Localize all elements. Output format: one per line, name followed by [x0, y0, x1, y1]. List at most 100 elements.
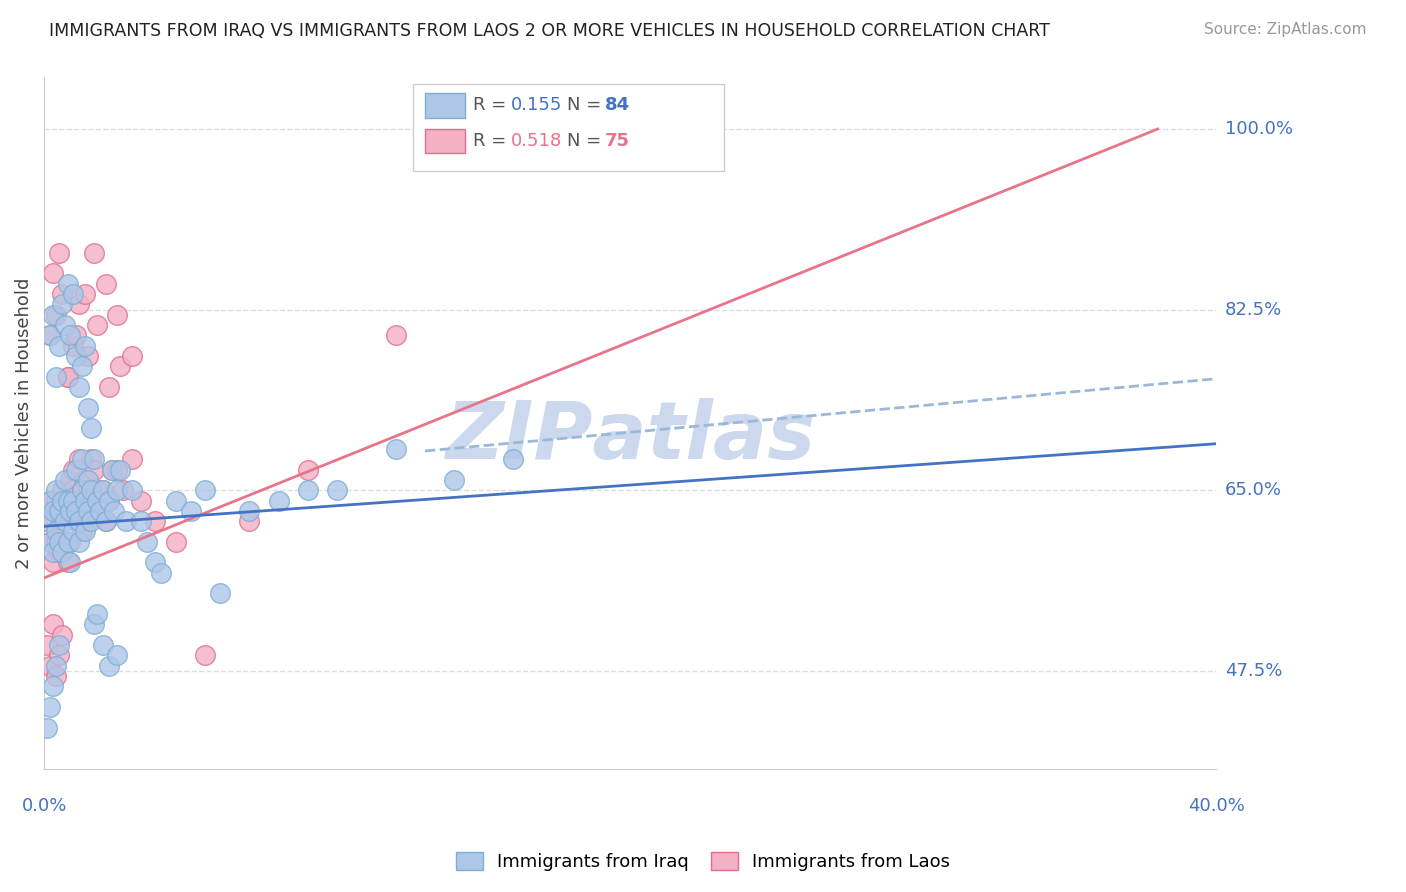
Point	[45, 493, 67, 508]
Point	[53, 318, 76, 332]
Point	[67, 297, 90, 311]
Point	[42, 556, 65, 570]
Point	[51, 545, 73, 559]
Point	[70, 452, 93, 467]
Point	[62, 524, 84, 539]
Point	[77, 514, 100, 528]
Point	[42, 267, 65, 281]
Point	[208, 586, 231, 600]
Point	[91, 638, 114, 652]
Point	[77, 483, 100, 498]
Point	[39, 328, 62, 343]
Legend: Immigrants from Iraq, Immigrants from Laos: Immigrants from Iraq, Immigrants from La…	[449, 846, 957, 879]
Point	[59, 534, 82, 549]
Point	[103, 504, 125, 518]
Point	[115, 514, 138, 528]
Point	[56, 556, 79, 570]
Point	[97, 493, 120, 508]
Point	[59, 328, 82, 343]
Text: R =: R =	[472, 96, 512, 114]
Point	[39, 328, 62, 343]
Text: 84: 84	[605, 96, 630, 114]
Point	[145, 556, 167, 570]
Point	[135, 534, 157, 549]
Point	[70, 483, 93, 498]
Point	[105, 308, 128, 322]
Y-axis label: 2 or more Vehicles in Household: 2 or more Vehicles in Household	[15, 277, 32, 569]
Text: 75: 75	[605, 132, 630, 150]
Point	[51, 493, 73, 508]
Point	[194, 648, 217, 663]
Point	[39, 658, 62, 673]
Point	[67, 534, 90, 549]
Point	[97, 493, 120, 508]
Point	[129, 493, 152, 508]
Point	[502, 452, 524, 467]
Point	[39, 493, 62, 508]
Text: IMMIGRANTS FROM IRAQ VS IMMIGRANTS FROM LAOS 2 OR MORE VEHICLES IN HOUSEHOLD COR: IMMIGRANTS FROM IRAQ VS IMMIGRANTS FROM …	[49, 22, 1050, 40]
Point	[70, 359, 93, 374]
Point	[110, 462, 132, 476]
Point	[384, 442, 406, 456]
Point	[39, 493, 62, 508]
Point	[86, 318, 108, 332]
Point	[48, 534, 70, 549]
Point	[51, 483, 73, 498]
Point	[267, 493, 290, 508]
Point	[326, 483, 349, 498]
Point	[180, 504, 202, 518]
Point	[45, 534, 67, 549]
Point	[165, 493, 187, 508]
Point	[83, 617, 105, 632]
Text: 0.0%: 0.0%	[21, 797, 67, 814]
Point	[62, 287, 84, 301]
Point	[80, 493, 103, 508]
Point	[80, 514, 103, 528]
Point	[121, 483, 143, 498]
Text: Source: ZipAtlas.com: Source: ZipAtlas.com	[1204, 22, 1367, 37]
Point	[83, 452, 105, 467]
Point	[75, 287, 97, 301]
Point	[145, 514, 167, 528]
FancyBboxPatch shape	[425, 93, 465, 118]
Text: 0.518: 0.518	[510, 132, 562, 150]
Point	[45, 669, 67, 683]
Point	[45, 658, 67, 673]
Point	[56, 534, 79, 549]
Point	[75, 339, 97, 353]
Point	[56, 277, 79, 291]
Point	[39, 534, 62, 549]
Text: N =: N =	[567, 96, 607, 114]
Point	[48, 648, 70, 663]
Point	[80, 452, 103, 467]
Point	[42, 545, 65, 559]
Point	[94, 277, 117, 291]
Point	[56, 504, 79, 518]
Point	[51, 627, 73, 641]
Point	[77, 473, 100, 487]
Point	[89, 504, 111, 518]
Point	[86, 493, 108, 508]
Point	[77, 401, 100, 415]
Point	[75, 524, 97, 539]
Point	[443, 473, 465, 487]
Point	[121, 349, 143, 363]
Point	[129, 514, 152, 528]
Point	[100, 462, 122, 476]
Point	[80, 483, 103, 498]
Point	[53, 514, 76, 528]
Point	[75, 493, 97, 508]
Point	[42, 679, 65, 693]
Point	[48, 504, 70, 518]
Point	[77, 349, 100, 363]
Point	[51, 287, 73, 301]
Point	[39, 699, 62, 714]
Text: 100.0%: 100.0%	[1225, 120, 1292, 138]
Point	[77, 504, 100, 518]
Point	[194, 483, 217, 498]
Point	[75, 504, 97, 518]
Point	[65, 349, 87, 363]
Point	[384, 328, 406, 343]
Text: 40.0%: 40.0%	[1188, 797, 1244, 814]
Point	[48, 638, 70, 652]
